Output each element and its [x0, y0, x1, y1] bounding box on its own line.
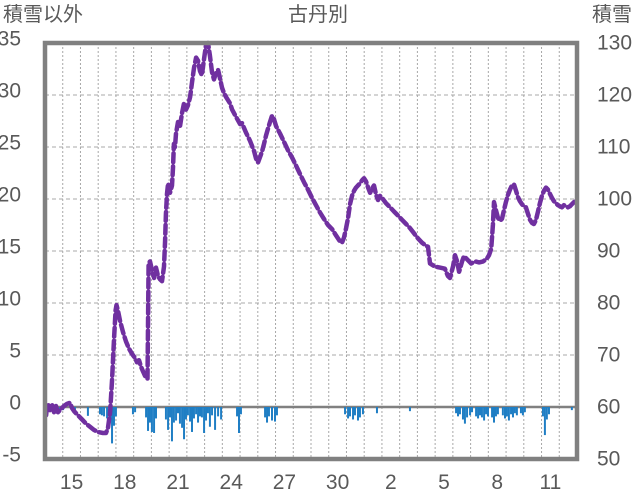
left-axis-tick-label: 20: [0, 184, 21, 207]
right-axis-title: 積雪: [592, 4, 632, 26]
right-axis-tick-label: 110: [597, 136, 630, 159]
right-axis-tick-label: 70: [597, 344, 620, 367]
left-axis-tick-label: 5: [9, 340, 21, 363]
left-axis-tick-label: 0: [9, 392, 21, 415]
right-axis-tick-label: 50: [597, 448, 620, 471]
right-axis-tick-label: 80: [597, 292, 620, 315]
x-axis-tick-label: 15: [60, 471, 83, 494]
chart-title: 古丹別: [288, 4, 348, 26]
x-axis-tick-label: 11: [539, 471, 561, 494]
x-axis-tick-label: 21: [166, 471, 189, 494]
left-axis-tick-label: 30: [0, 80, 21, 103]
left-axis-title: 積雪以外: [3, 4, 83, 26]
line-積雪: [43, 40, 579, 436]
x-axis-tick-label: 8: [491, 471, 503, 494]
x-axis-tick-label: 18: [113, 471, 136, 494]
x-axis-tick-label: 5: [438, 471, 450, 494]
x-axis-tick-label: 27: [273, 471, 296, 494]
x-axis-tick-label: 30: [326, 471, 349, 494]
left-axis-tick-label: 10: [0, 288, 21, 311]
right-axis-tick-label: 120: [597, 84, 632, 107]
right-axis-tick-label: 60: [597, 396, 620, 419]
right-axis-tick-label: 130: [597, 32, 632, 55]
right-axis-tick-label: 90: [597, 240, 620, 263]
left-axis-tick-label: 15: [0, 236, 21, 259]
left-axis-tick-label: 35: [0, 28, 21, 51]
right-axis-tick-label: 100: [597, 188, 632, 211]
plot-border: [42, 40, 580, 462]
left-axis-tick-label: -5: [2, 444, 21, 467]
x-axis-tick-label: 2: [385, 471, 397, 494]
left-axis-tick-label: 25: [0, 132, 21, 155]
x-axis-tick-label: 24: [220, 471, 244, 494]
